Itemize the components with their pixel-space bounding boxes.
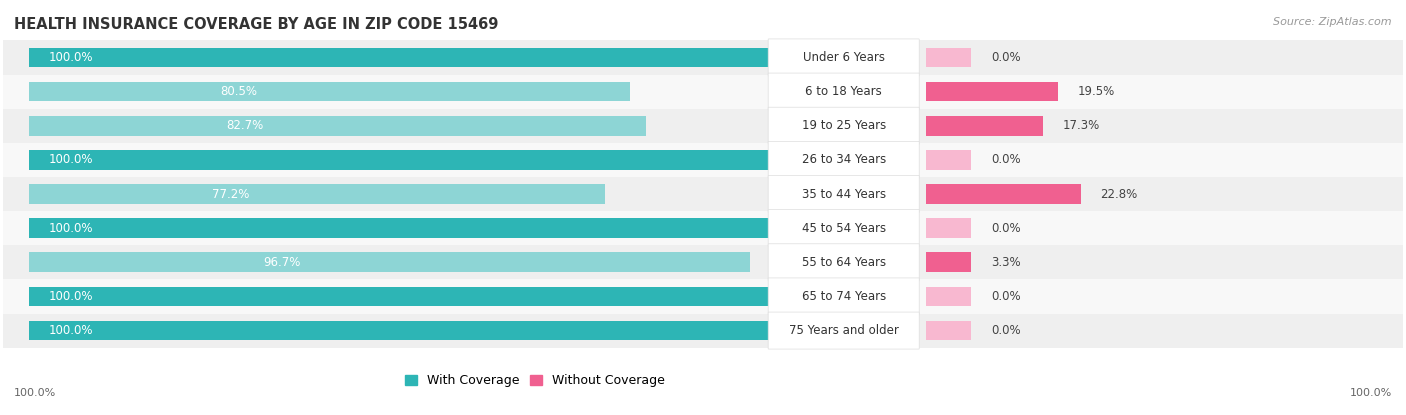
Text: 100.0%: 100.0%	[14, 388, 56, 398]
Text: 17.3%: 17.3%	[1063, 119, 1099, 132]
Text: 65 to 74 Years: 65 to 74 Years	[801, 290, 886, 303]
Bar	[925, 150, 972, 170]
FancyBboxPatch shape	[768, 39, 920, 76]
FancyBboxPatch shape	[768, 244, 920, 281]
Text: 19.5%: 19.5%	[1078, 85, 1115, 98]
Text: 0.0%: 0.0%	[991, 154, 1021, 166]
Text: HEALTH INSURANCE COVERAGE BY AGE IN ZIP CODE 15469: HEALTH INSURANCE COVERAGE BY AGE IN ZIP …	[14, 17, 499, 32]
Bar	[3, 313, 1403, 348]
Bar	[3, 109, 1403, 143]
FancyBboxPatch shape	[768, 278, 920, 315]
Text: Source: ZipAtlas.com: Source: ZipAtlas.com	[1274, 17, 1392, 27]
FancyBboxPatch shape	[768, 312, 920, 349]
Text: 0.0%: 0.0%	[991, 51, 1021, 64]
Bar	[30, 116, 645, 136]
FancyBboxPatch shape	[768, 210, 920, 247]
Bar	[3, 75, 1403, 109]
Legend: With Coverage, Without Coverage: With Coverage, Without Coverage	[399, 369, 671, 392]
Text: 100.0%: 100.0%	[1350, 388, 1392, 398]
Bar	[925, 48, 972, 67]
Bar	[925, 321, 972, 340]
Bar	[30, 48, 775, 67]
Text: 3.3%: 3.3%	[991, 256, 1021, 269]
Text: 19 to 25 Years: 19 to 25 Years	[801, 119, 886, 132]
Bar	[30, 184, 605, 204]
FancyBboxPatch shape	[768, 107, 920, 144]
Bar	[30, 82, 630, 102]
Text: 22.8%: 22.8%	[1101, 188, 1137, 200]
Text: 100.0%: 100.0%	[49, 51, 93, 64]
Text: Under 6 Years: Under 6 Years	[803, 51, 884, 64]
Text: 75 Years and older: 75 Years and older	[789, 324, 898, 337]
FancyBboxPatch shape	[768, 176, 920, 212]
Text: 35 to 44 Years: 35 to 44 Years	[801, 188, 886, 200]
Bar	[30, 218, 775, 238]
Text: 82.7%: 82.7%	[226, 119, 263, 132]
Text: 100.0%: 100.0%	[49, 290, 93, 303]
Bar	[3, 211, 1403, 245]
Text: 0.0%: 0.0%	[991, 290, 1021, 303]
FancyBboxPatch shape	[768, 142, 920, 178]
Bar	[925, 184, 1081, 204]
Bar	[3, 279, 1403, 313]
Bar	[30, 321, 775, 340]
Bar	[30, 150, 775, 170]
Text: 100.0%: 100.0%	[49, 222, 93, 234]
Bar	[3, 143, 1403, 177]
Text: 6 to 18 Years: 6 to 18 Years	[806, 85, 882, 98]
Bar	[925, 82, 1059, 102]
Bar	[3, 177, 1403, 211]
Bar	[3, 245, 1403, 279]
Text: 0.0%: 0.0%	[991, 222, 1021, 234]
Bar	[3, 40, 1403, 75]
Bar	[30, 252, 751, 272]
Text: 45 to 54 Years: 45 to 54 Years	[801, 222, 886, 234]
Text: 0.0%: 0.0%	[991, 324, 1021, 337]
Bar	[925, 218, 972, 238]
Text: 77.2%: 77.2%	[212, 188, 249, 200]
Text: 100.0%: 100.0%	[49, 154, 93, 166]
Text: 26 to 34 Years: 26 to 34 Years	[801, 154, 886, 166]
Bar	[925, 252, 972, 272]
Bar	[925, 286, 972, 306]
Text: 100.0%: 100.0%	[49, 324, 93, 337]
Text: 96.7%: 96.7%	[263, 256, 299, 269]
Bar	[925, 116, 1043, 136]
Text: 55 to 64 Years: 55 to 64 Years	[801, 256, 886, 269]
Bar	[30, 286, 775, 306]
Text: 80.5%: 80.5%	[221, 85, 257, 98]
FancyBboxPatch shape	[768, 73, 920, 110]
